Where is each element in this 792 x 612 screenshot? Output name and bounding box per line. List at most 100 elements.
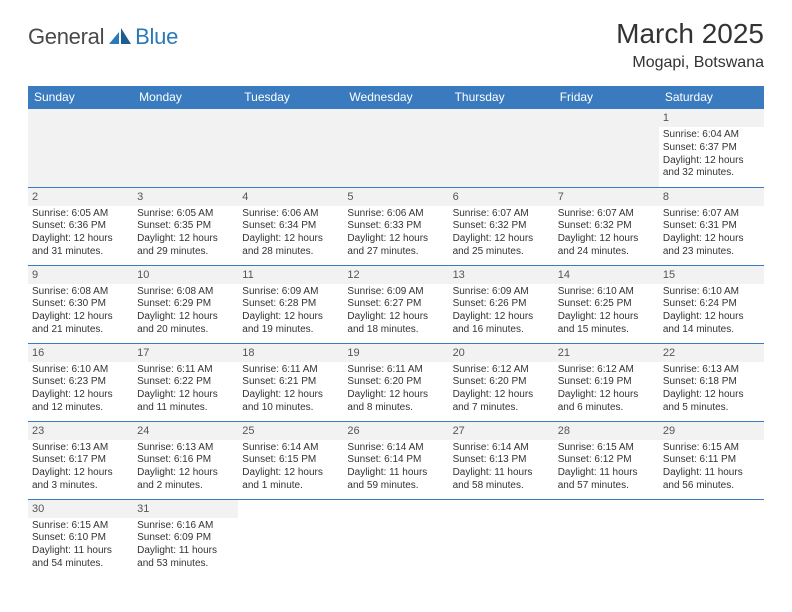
calendar-cell — [238, 499, 343, 577]
cell-sunrise: Sunrise: 6:07 AM — [558, 208, 655, 221]
cell-sunset: Sunset: 6:10 PM — [32, 532, 129, 545]
cell-daylight: Daylight: 12 hours and 12 minutes. — [32, 389, 129, 415]
cell-sunset: Sunset: 6:14 PM — [347, 454, 444, 467]
cell-sunrise: Sunrise: 6:16 AM — [137, 520, 234, 533]
cell-sunrise: Sunrise: 6:10 AM — [558, 286, 655, 299]
cell-daylight: Daylight: 11 hours and 54 minutes. — [32, 545, 129, 571]
cell-sunrise: Sunrise: 6:08 AM — [137, 286, 234, 299]
calendar-week-row: 16Sunrise: 6:10 AMSunset: 6:23 PMDayligh… — [28, 343, 764, 421]
cell-sunset: Sunset: 6:25 PM — [558, 298, 655, 311]
calendar-cell: 19Sunrise: 6:11 AMSunset: 6:20 PMDayligh… — [343, 343, 448, 421]
day-number: 18 — [238, 344, 343, 362]
day-number: 29 — [659, 422, 764, 440]
cell-sunset: Sunset: 6:23 PM — [32, 376, 129, 389]
calendar-cell: 16Sunrise: 6:10 AMSunset: 6:23 PMDayligh… — [28, 343, 133, 421]
cell-sunrise: Sunrise: 6:15 AM — [558, 442, 655, 455]
cell-sunrise: Sunrise: 6:05 AM — [32, 208, 129, 221]
calendar-cell — [133, 109, 238, 187]
calendar-week-row: 23Sunrise: 6:13 AMSunset: 6:17 PMDayligh… — [28, 421, 764, 499]
day-number: 14 — [554, 266, 659, 284]
cell-daylight: Daylight: 12 hours and 7 minutes. — [453, 389, 550, 415]
cell-sunset: Sunset: 6:27 PM — [347, 298, 444, 311]
cell-sunrise: Sunrise: 6:12 AM — [558, 364, 655, 377]
cell-sunset: Sunset: 6:26 PM — [453, 298, 550, 311]
logo-text-general: General — [28, 24, 104, 50]
cell-sunrise: Sunrise: 6:09 AM — [242, 286, 339, 299]
weekday-header: Wednesday — [343, 86, 448, 109]
day-number: 13 — [449, 266, 554, 284]
weekday-header-row: Sunday Monday Tuesday Wednesday Thursday… — [28, 86, 764, 109]
calendar-cell: 28Sunrise: 6:15 AMSunset: 6:12 PMDayligh… — [554, 421, 659, 499]
weekday-header: Friday — [554, 86, 659, 109]
day-number: 21 — [554, 344, 659, 362]
cell-daylight: Daylight: 12 hours and 16 minutes. — [453, 311, 550, 337]
cell-sunrise: Sunrise: 6:11 AM — [347, 364, 444, 377]
weekday-header: Sunday — [28, 86, 133, 109]
calendar-cell — [659, 499, 764, 577]
cell-sunrise: Sunrise: 6:06 AM — [347, 208, 444, 221]
day-number: 2 — [28, 188, 133, 206]
day-number: 11 — [238, 266, 343, 284]
cell-sunset: Sunset: 6:11 PM — [663, 454, 760, 467]
cell-daylight: Daylight: 12 hours and 23 minutes. — [663, 233, 760, 259]
logo-text-blue: Blue — [135, 24, 178, 50]
cell-daylight: Daylight: 11 hours and 59 minutes. — [347, 467, 444, 493]
cell-daylight: Daylight: 12 hours and 2 minutes. — [137, 467, 234, 493]
weekday-header: Tuesday — [238, 86, 343, 109]
header: General Blue March 2025 Mogapi, Botswana — [28, 18, 764, 72]
calendar-week-row: 2Sunrise: 6:05 AMSunset: 6:36 PMDaylight… — [28, 187, 764, 265]
cell-sunset: Sunset: 6:19 PM — [558, 376, 655, 389]
day-number: 26 — [343, 422, 448, 440]
day-number: 10 — [133, 266, 238, 284]
day-number: 31 — [133, 500, 238, 518]
cell-sunset: Sunset: 6:17 PM — [32, 454, 129, 467]
calendar-cell — [449, 109, 554, 187]
cell-sunrise: Sunrise: 6:05 AM — [137, 208, 234, 221]
cell-sunrise: Sunrise: 6:14 AM — [242, 442, 339, 455]
cell-sunrise: Sunrise: 6:07 AM — [663, 208, 760, 221]
calendar-body: 1Sunrise: 6:04 AMSunset: 6:37 PMDaylight… — [28, 109, 764, 577]
calendar-cell: 13Sunrise: 6:09 AMSunset: 6:26 PMDayligh… — [449, 265, 554, 343]
cell-sunset: Sunset: 6:16 PM — [137, 454, 234, 467]
cell-sunset: Sunset: 6:18 PM — [663, 376, 760, 389]
cell-sunrise: Sunrise: 6:15 AM — [32, 520, 129, 533]
calendar-cell: 17Sunrise: 6:11 AMSunset: 6:22 PMDayligh… — [133, 343, 238, 421]
day-number: 4 — [238, 188, 343, 206]
cell-daylight: Daylight: 12 hours and 14 minutes. — [663, 311, 760, 337]
calendar-cell: 15Sunrise: 6:10 AMSunset: 6:24 PMDayligh… — [659, 265, 764, 343]
cell-sunset: Sunset: 6:34 PM — [242, 220, 339, 233]
calendar-cell — [449, 499, 554, 577]
weekday-header: Saturday — [659, 86, 764, 109]
calendar-cell: 2Sunrise: 6:05 AMSunset: 6:36 PMDaylight… — [28, 187, 133, 265]
cell-daylight: Daylight: 12 hours and 11 minutes. — [137, 389, 234, 415]
cell-sunset: Sunset: 6:21 PM — [242, 376, 339, 389]
cell-sunset: Sunset: 6:32 PM — [453, 220, 550, 233]
day-number: 17 — [133, 344, 238, 362]
day-number: 7 — [554, 188, 659, 206]
logo: General Blue — [28, 24, 178, 50]
calendar-cell: 31Sunrise: 6:16 AMSunset: 6:09 PMDayligh… — [133, 499, 238, 577]
calendar-cell — [343, 109, 448, 187]
day-number: 3 — [133, 188, 238, 206]
day-number: 9 — [28, 266, 133, 284]
day-number: 22 — [659, 344, 764, 362]
cell-sunset: Sunset: 6:31 PM — [663, 220, 760, 233]
cell-sunrise: Sunrise: 6:04 AM — [663, 129, 760, 142]
day-number: 20 — [449, 344, 554, 362]
cell-sunset: Sunset: 6:33 PM — [347, 220, 444, 233]
calendar-cell: 10Sunrise: 6:08 AMSunset: 6:29 PMDayligh… — [133, 265, 238, 343]
weekday-header: Monday — [133, 86, 238, 109]
calendar-cell: 25Sunrise: 6:14 AMSunset: 6:15 PMDayligh… — [238, 421, 343, 499]
calendar-week-row: 9Sunrise: 6:08 AMSunset: 6:30 PMDaylight… — [28, 265, 764, 343]
cell-sunrise: Sunrise: 6:13 AM — [137, 442, 234, 455]
calendar-cell: 8 Sunrise: 6:07 AMSunset: 6:31 PMDaylight… — [659, 187, 764, 265]
cell-sunset: Sunset: 6:20 PM — [347, 376, 444, 389]
cell-sunset: Sunset: 6:22 PM — [137, 376, 234, 389]
day-number: 27 — [449, 422, 554, 440]
cell-sunrise: Sunrise: 6:08 AM — [32, 286, 129, 299]
cell-sunset: Sunset: 6:36 PM — [32, 220, 129, 233]
cell-daylight: Daylight: 12 hours and 27 minutes. — [347, 233, 444, 259]
calendar-cell — [28, 109, 133, 187]
day-number: 8 — [659, 188, 764, 206]
cell-sunrise: Sunrise: 6:13 AM — [32, 442, 129, 455]
